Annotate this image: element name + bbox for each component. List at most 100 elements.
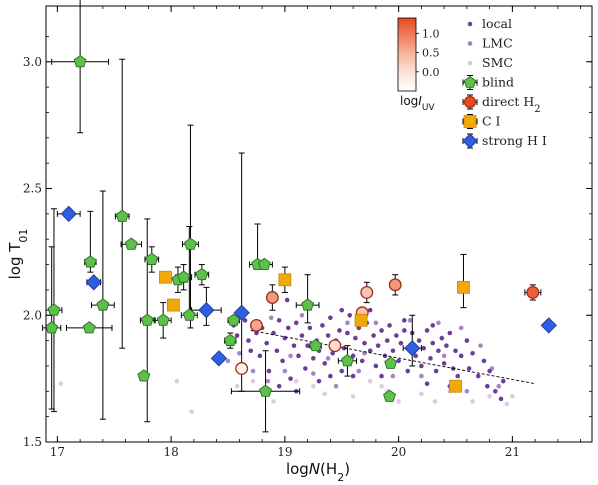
local-point: [311, 356, 316, 361]
legend-marker: [467, 41, 473, 46]
lmc-point: [311, 371, 316, 376]
legend: local LMC SMC blind direct H2C I strong H I: [462, 16, 547, 149]
y-tick-label: 1.5: [23, 435, 42, 449]
y-tick-label: 2.5: [23, 182, 42, 196]
blind-marker: [384, 356, 398, 369]
local-point: [436, 348, 441, 354]
strong-hi-marker: [404, 340, 421, 357]
smc-point: [432, 399, 438, 404]
legend-item-c-i: C I: [462, 114, 501, 129]
local-point: [485, 383, 490, 389]
blind-marker: [259, 384, 272, 397]
blind-marker: [341, 354, 354, 367]
local-point: [481, 358, 487, 364]
local-point: [242, 318, 248, 323]
local-point: [455, 373, 461, 379]
blind-marker: [156, 313, 170, 326]
colorbar: 0.0 0.5 1.0 logIUV: [397, 17, 440, 113]
local-point: [447, 330, 453, 336]
colorbar-tick-label: 1.0: [422, 27, 440, 40]
local-point: [379, 328, 384, 333]
fit-line: [250, 330, 536, 385]
smc-point: [487, 394, 492, 399]
local-point: [487, 368, 492, 374]
local-point: [288, 376, 293, 381]
x-axis-label: logN(H2): [286, 460, 350, 484]
lmc-point: [356, 368, 362, 374]
local-point: [428, 356, 433, 361]
blind-marker: [124, 237, 138, 250]
local-point: [248, 348, 254, 354]
blind-marker: [115, 209, 129, 222]
blind-errorbar: [114, 58, 130, 349]
local-point: [439, 335, 445, 341]
local-point: [379, 373, 384, 379]
local-point: [466, 366, 472, 371]
local-point: [303, 366, 308, 371]
local-point: [424, 328, 430, 333]
local-point: [264, 340, 269, 346]
local-point: [390, 348, 396, 354]
legend-marker: [467, 21, 473, 27]
smc-point: [189, 409, 194, 414]
local-point: [284, 297, 290, 303]
smc-point: [350, 394, 356, 399]
local-point: [276, 383, 282, 389]
local-point: [475, 373, 481, 379]
ci-marker: [159, 270, 172, 284]
blind-marker: [45, 321, 59, 334]
smc-point: [419, 391, 424, 397]
blind-marker: [73, 55, 87, 68]
local-point: [387, 323, 392, 328]
local-point: [234, 333, 240, 338]
direct-h2-marker: [265, 291, 279, 304]
direct-h2-marker: [235, 362, 249, 375]
lmc-point: [325, 356, 331, 361]
local-point: [453, 348, 458, 354]
strong-hi-marker: [60, 205, 77, 222]
x-tick-label: 19: [277, 445, 292, 459]
lmc-point: [268, 315, 274, 321]
local-point: [444, 343, 449, 348]
ci-marker: [457, 280, 470, 294]
ci-marker: [278, 273, 292, 287]
strong-hi-marker: [85, 274, 102, 291]
lmc-point: [478, 343, 483, 348]
local-point: [359, 358, 365, 364]
legend-label: strong H I: [482, 133, 547, 148]
local-point: [430, 340, 436, 346]
local-point: [282, 335, 288, 341]
local-point: [367, 348, 373, 354]
lmc-point: [458, 325, 464, 331]
blind-marker: [177, 270, 191, 283]
local-point: [246, 338, 251, 343]
legend-item-lmc: LMC: [467, 36, 513, 51]
smc-point: [396, 399, 401, 404]
local-point: [305, 343, 310, 348]
local-point: [350, 353, 356, 359]
lmc-point: [373, 320, 379, 326]
legend-label: blind: [482, 75, 514, 90]
blind-marker: [195, 267, 209, 281]
x-tick-label: 18: [163, 445, 178, 459]
local-point: [291, 343, 297, 348]
smc-point: [379, 383, 384, 389]
lmc-point: [225, 358, 231, 364]
legend-marker: [463, 95, 477, 109]
lmc-point: [250, 368, 256, 374]
local-point: [325, 333, 331, 338]
local-point: [339, 307, 345, 313]
local-point: [433, 368, 439, 374]
direct-h2-marker: [388, 278, 402, 292]
local-point: [371, 333, 376, 338]
local-point: [276, 318, 282, 323]
blind-marker: [301, 298, 315, 311]
local-point: [402, 318, 407, 323]
direct-h2-marker: [249, 318, 263, 332]
blind-marker: [257, 257, 271, 271]
blind-marker: [82, 321, 96, 334]
lmc-point: [265, 378, 271, 384]
local-point: [493, 389, 498, 394]
blind-marker: [145, 252, 159, 265]
